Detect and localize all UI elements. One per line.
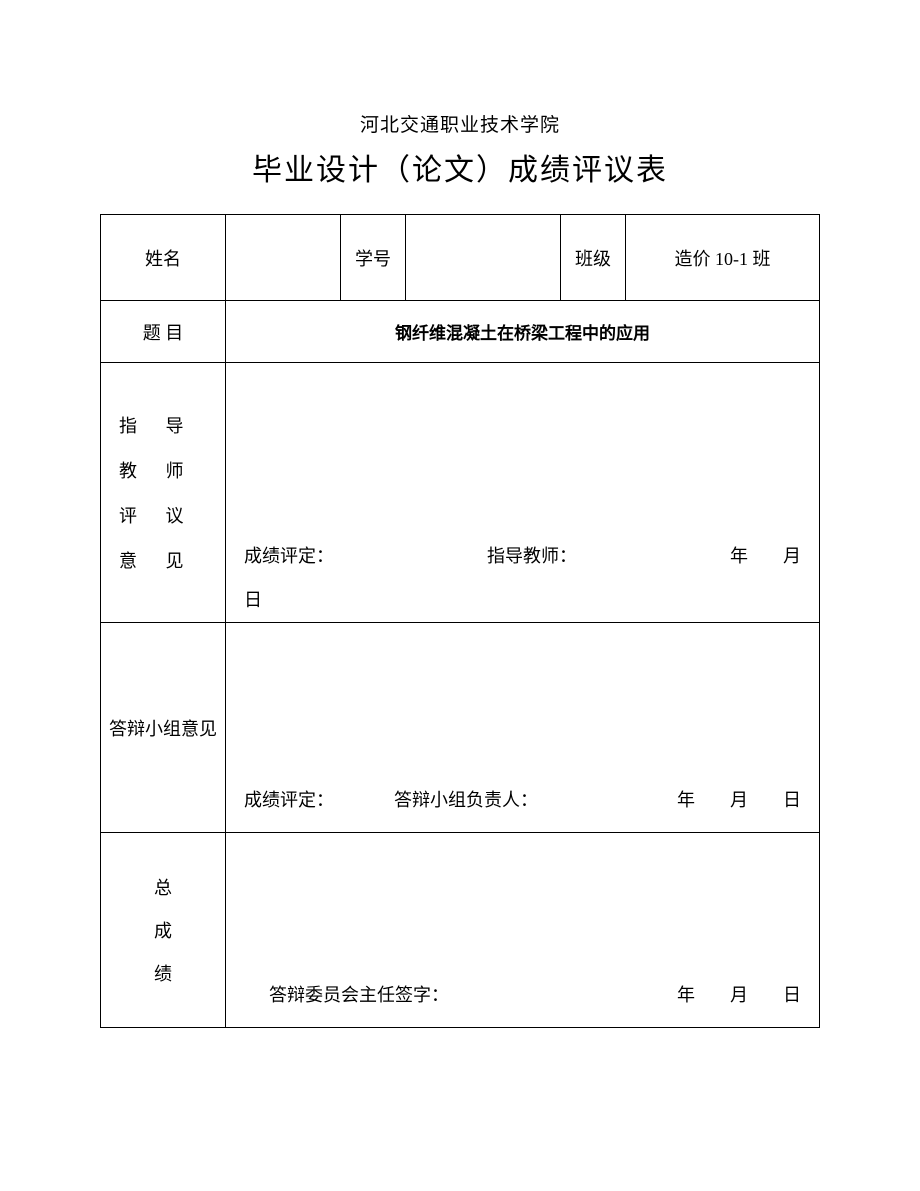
advisor-label-4: 意 见 [119, 547, 207, 573]
committee-sign-label: 答辩委员会主任签字： [269, 981, 449, 1007]
advisor-content: 成绩评定： 指导教师： 年 月 日 [226, 363, 820, 623]
id-value [406, 215, 561, 301]
defense-grade-label: 成绩评定： [244, 786, 334, 812]
advisor-day: 日 [244, 586, 262, 612]
institution-subtitle: 河北交通职业技术学院 [100, 110, 820, 137]
advisor-row: 指 导 教 师 评 议 意 见 成绩评定： 指导教师： 年 月 日 [101, 363, 820, 623]
class-value: 造价 10-1 班 [626, 215, 820, 301]
defense-day: 日 [783, 786, 801, 812]
class-label: 班级 [561, 215, 626, 301]
defense-month: 月 [730, 786, 748, 812]
advisor-label-2: 教 师 [119, 457, 207, 483]
advisor-year: 年 [730, 542, 748, 568]
total-day: 日 [783, 981, 801, 1007]
header: 河北交通职业技术学院 毕业设计（论文）成绩评议表 [100, 110, 820, 189]
advisor-month: 月 [783, 542, 801, 568]
info-row: 姓名 学号 班级 造价 10-1 班 [101, 215, 820, 301]
total-label-3: 绩 [154, 960, 172, 986]
total-year: 年 [677, 981, 695, 1007]
evaluation-table: 姓名 学号 班级 造价 10-1 班 题 目 钢纤维混凝土在桥梁工程中的应用 指… [100, 214, 820, 1028]
topic-label: 题 目 [101, 301, 226, 363]
defense-label: 答辩小组意见 [101, 623, 226, 833]
defense-row: 答辩小组意见 成绩评定： 答辩小组负责人： 年 月 日 [101, 623, 820, 833]
defense-leader-label: 答辩小组负责人： [394, 786, 538, 812]
name-value [226, 215, 341, 301]
name-label: 姓名 [101, 215, 226, 301]
defense-year: 年 [677, 786, 695, 812]
id-label: 学号 [341, 215, 406, 301]
form-title: 毕业设计（论文）成绩评议表 [100, 145, 820, 189]
advisor-label-1: 指 导 [119, 412, 207, 438]
advisor-teacher-label: 指导教师： [487, 542, 577, 568]
total-label-2: 成 [154, 917, 172, 943]
total-label: 总 成 绩 [101, 833, 226, 1028]
advisor-label: 指 导 教 师 评 议 意 见 [101, 363, 226, 623]
topic-value: 钢纤维混凝土在桥梁工程中的应用 [226, 301, 820, 363]
advisor-label-3: 评 议 [119, 502, 207, 528]
total-label-1: 总 [154, 874, 172, 900]
advisor-grade-label: 成绩评定： [244, 542, 334, 568]
defense-content: 成绩评定： 答辩小组负责人： 年 月 日 [226, 623, 820, 833]
total-row: 总 成 绩 答辩委员会主任签字： 年 月 日 [101, 833, 820, 1028]
total-month: 月 [730, 981, 748, 1007]
topic-row: 题 目 钢纤维混凝土在桥梁工程中的应用 [101, 301, 820, 363]
total-content: 答辩委员会主任签字： 年 月 日 [226, 833, 820, 1028]
